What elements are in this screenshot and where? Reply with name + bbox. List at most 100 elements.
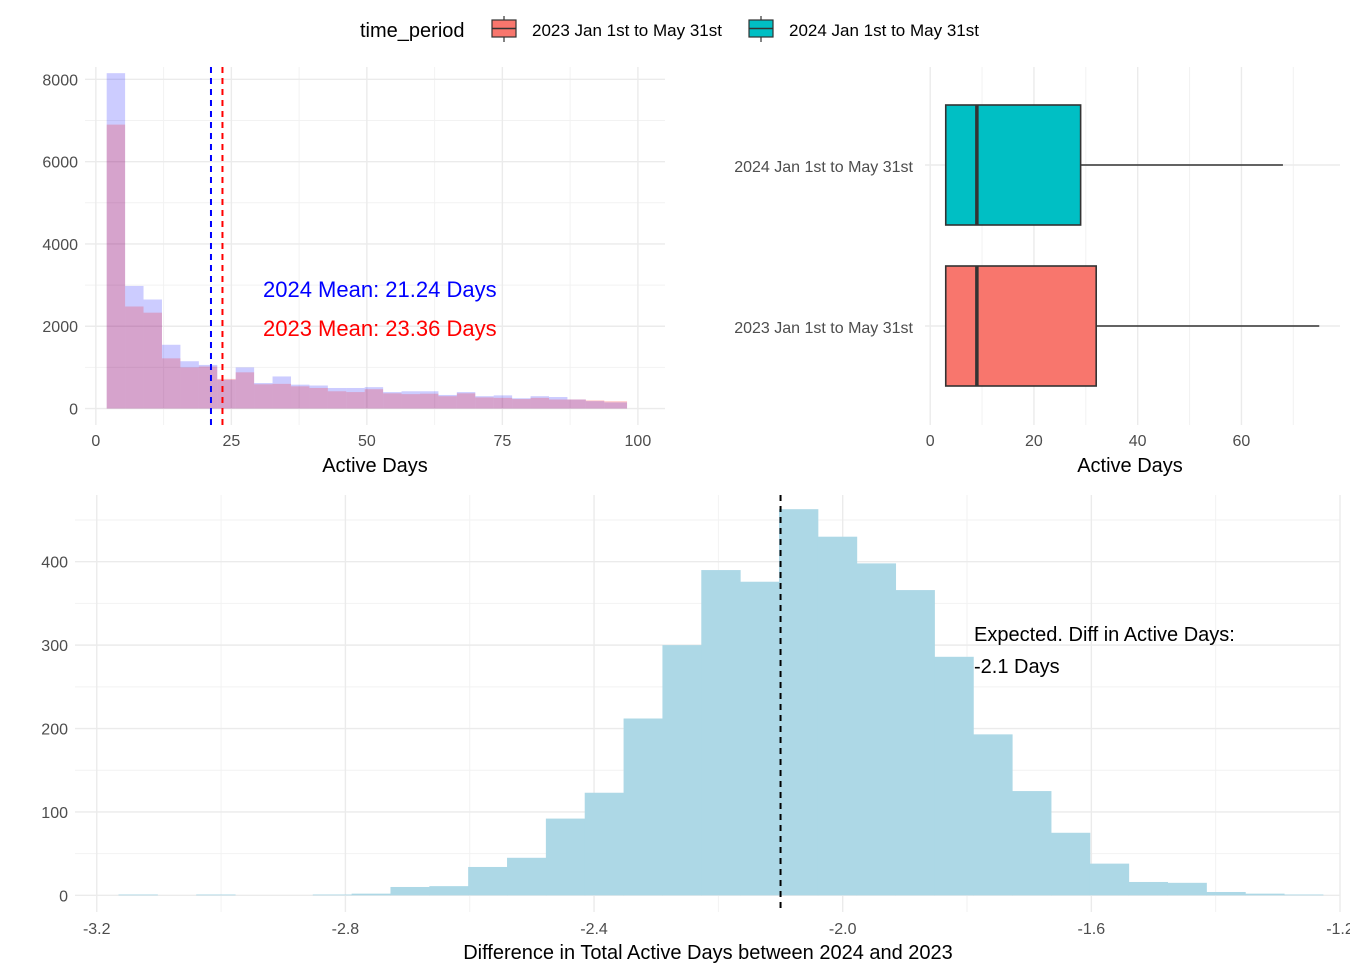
difference-y-ticks: 0 100 200 300 400 xyxy=(41,555,68,906)
histogram-bar-2024 xyxy=(512,398,531,409)
histogram-bar-2024 xyxy=(309,385,328,409)
x-tick-label: -2.4 xyxy=(580,921,608,938)
y-tick-label: 400 xyxy=(41,555,68,572)
difference-x-axis-title: Difference in Total Active Days between … xyxy=(463,942,953,964)
difference-bar xyxy=(118,894,158,896)
difference-bar xyxy=(973,734,1013,896)
boxplot-x-axis-title: Active Days xyxy=(1077,455,1183,477)
difference-bar xyxy=(468,866,508,896)
legend-key-2023 xyxy=(491,16,517,42)
difference-histogram-panel: -3.2 -2.8 -2.4 -2.0 -1.6 -1.2 0 100 200 300 400 E… xyxy=(41,495,1350,964)
histogram-bar-2023 xyxy=(567,399,586,409)
histogram-bar-2024 xyxy=(106,73,126,409)
difference-bar xyxy=(778,509,819,896)
x-tick-label: -2.8 xyxy=(332,921,360,938)
mean-label-2023: 2023 Mean: 23.36 Days xyxy=(263,316,497,341)
histogram-bar-2024 xyxy=(364,387,384,409)
histogram-bar-2023 xyxy=(235,372,255,409)
histogram-bar-2023 xyxy=(125,306,144,409)
histogram-bar-2024 xyxy=(456,392,476,409)
difference-bar xyxy=(429,886,469,896)
y-tick-label: 6000 xyxy=(42,155,78,172)
histogram-bar-2023 xyxy=(549,399,568,409)
difference-bars xyxy=(118,509,1324,896)
difference-bar xyxy=(701,570,741,896)
histogram-bar-2024 xyxy=(604,402,628,409)
x-tick-label: 20 xyxy=(1025,433,1043,450)
legend-title: time_period xyxy=(360,20,465,42)
histogram-bar-2023 xyxy=(512,399,531,409)
histogram-bar-2023 xyxy=(217,378,236,409)
histogram-bar-2023 xyxy=(438,396,457,409)
histogram-bar-2023 xyxy=(493,397,513,409)
histogram-bar-2023 xyxy=(456,393,476,409)
histogram-bar-2023 xyxy=(401,394,420,409)
x-tick-label: -1.6 xyxy=(1078,921,1106,938)
difference-bar xyxy=(1284,894,1324,896)
histogram-bar-2024 xyxy=(383,392,402,409)
histogram-gridlines xyxy=(85,67,665,425)
difference-bar xyxy=(584,792,625,896)
difference-bar xyxy=(623,718,663,896)
x-tick-label: -3.2 xyxy=(83,921,111,938)
difference-bar xyxy=(817,536,858,896)
histogram-bar-2024 xyxy=(549,397,568,409)
histogram-bar-2023 xyxy=(106,124,126,409)
boxplot-boxes xyxy=(944,104,1320,387)
histogram-bar-2024 xyxy=(419,391,439,409)
histogram-bar-2024 xyxy=(346,387,365,409)
histogram-bar-2024 xyxy=(567,399,586,409)
boxplot-box xyxy=(944,104,1082,226)
histogram-bar-2024 xyxy=(401,391,420,409)
x-tick-label: 40 xyxy=(1129,433,1147,450)
histogram-bar-2024 xyxy=(125,285,144,409)
histogram-bar-2023 xyxy=(161,358,181,409)
difference-bar xyxy=(312,894,353,896)
active-days-histogram-panel: 0 25 50 75 100 0 2000 4000 6000 8000 2024 Mean: … xyxy=(42,67,665,477)
mean-label-2024: 2024 Mean: 21.24 Days xyxy=(263,277,497,302)
x-tick-label: 25 xyxy=(222,433,240,450)
x-tick-label: 0 xyxy=(926,433,935,450)
histogram-bar-2023 xyxy=(327,391,347,409)
boxplot-category-2023: 2023 Jan 1st to May 31st xyxy=(734,320,913,337)
histogram-bar-2023 xyxy=(272,383,291,409)
expected-diff-label-line2: -2.1 Days xyxy=(974,656,1060,678)
x-tick-label: 60 xyxy=(1233,433,1251,450)
histogram-bar-2023 xyxy=(309,387,328,409)
histogram-bar-2023 xyxy=(383,393,402,409)
difference-bar xyxy=(934,656,974,896)
difference-bar xyxy=(1012,791,1052,896)
histogram-bar-2023 xyxy=(143,312,162,409)
histogram-x-axis-title: Active Days xyxy=(322,455,428,477)
y-tick-label: 100 xyxy=(41,805,68,822)
x-tick-label: 50 xyxy=(358,433,376,450)
boxplot-box xyxy=(944,265,1097,387)
difference-bar xyxy=(740,581,780,896)
difference-bar xyxy=(856,563,897,896)
histogram-bar-2023 xyxy=(475,397,494,409)
histogram-bar-2024 xyxy=(475,396,494,409)
histogram-bar-2023 xyxy=(604,401,628,409)
histogram-bar-2024 xyxy=(585,401,605,409)
histogram-bar-2023 xyxy=(346,392,365,409)
difference-bar xyxy=(196,894,236,896)
y-tick-label: 0 xyxy=(59,888,68,905)
y-tick-label: 8000 xyxy=(42,72,78,89)
y-tick-label: 4000 xyxy=(42,237,78,254)
legend: time_period 2023 Jan 1st to May 31st 202… xyxy=(360,16,979,42)
histogram-bar-2023 xyxy=(530,397,549,409)
x-tick-label: 100 xyxy=(625,433,652,450)
x-tick-label: 75 xyxy=(493,433,511,450)
legend-label-2024: 2024 Jan 1st to May 31st xyxy=(789,21,979,40)
difference-bar xyxy=(1167,882,1207,896)
histogram-bar-2024 xyxy=(530,396,549,409)
y-tick-label: 2000 xyxy=(42,319,78,336)
histogram-bar-2023 xyxy=(364,389,384,409)
histogram-bar-2023 xyxy=(585,400,605,409)
difference-bar xyxy=(507,857,547,896)
mean-lines xyxy=(209,67,224,425)
histogram-bar-2024 xyxy=(327,387,347,409)
histogram-bar-2024 xyxy=(290,384,310,409)
y-tick-label: 200 xyxy=(41,722,68,739)
difference-bar xyxy=(545,818,586,896)
